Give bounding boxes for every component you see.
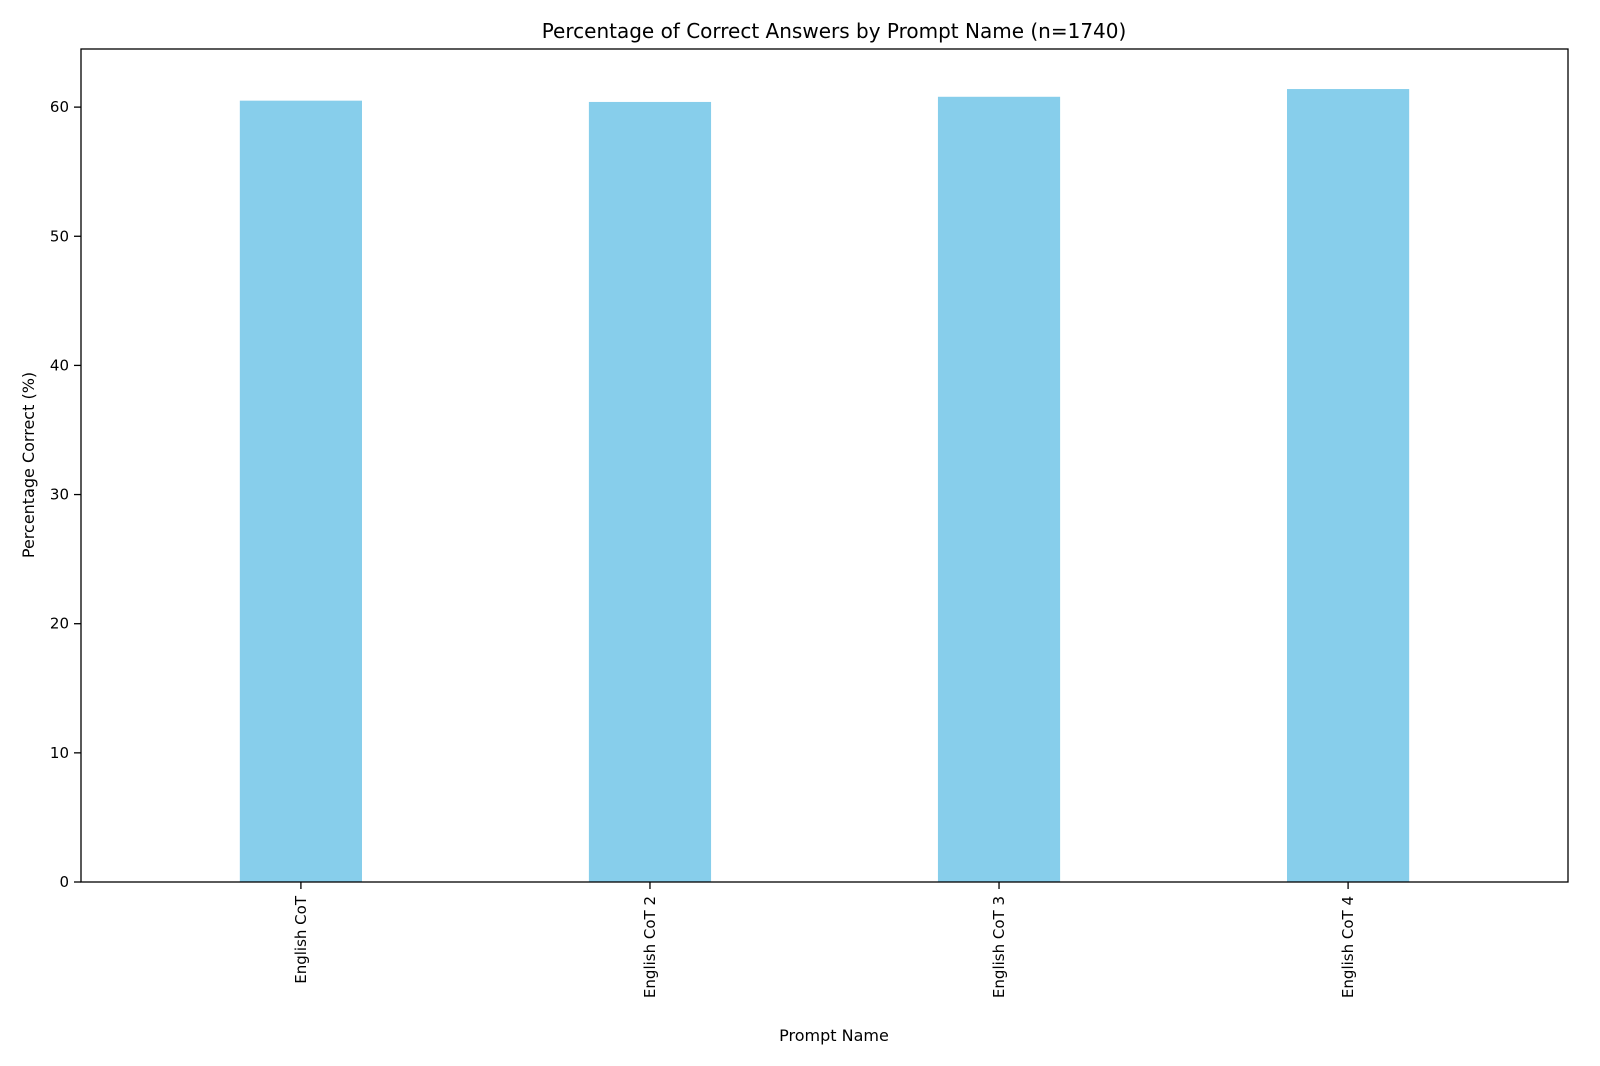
y-tick-label: 10 — [50, 744, 69, 762]
x-axis-ticks: English CoT English CoT 2 English CoT 3 Eng… — [292, 882, 1357, 998]
x-axis-label: Prompt Name — [779, 1026, 889, 1045]
y-axis-ticks: 0 10 20 30 40 50 60 — [50, 98, 81, 891]
bar — [239, 100, 362, 882]
bars-group — [239, 89, 1410, 883]
bar — [588, 101, 712, 883]
x-tick-label: English CoT 2 — [641, 896, 659, 998]
y-tick-label: 40 — [50, 356, 69, 374]
x-tick-label: English CoT — [292, 895, 310, 984]
x-tick-label: English CoT 4 — [1339, 896, 1357, 998]
bar — [1287, 89, 1410, 883]
y-tick-label: 30 — [50, 486, 69, 504]
y-tick-label: 50 — [50, 227, 69, 245]
y-axis-label: Percentage Correct (%) — [19, 372, 38, 558]
plot-frame — [80, 48, 1569, 883]
chart-title: Percentage of Correct Answers by Prompt … — [542, 19, 1127, 43]
x-tick-label: English CoT 3 — [990, 896, 1008, 998]
y-tick-label: 0 — [59, 873, 69, 891]
y-tick-label: 60 — [50, 98, 69, 116]
y-tick-label: 20 — [50, 615, 69, 633]
bar — [937, 96, 1061, 883]
